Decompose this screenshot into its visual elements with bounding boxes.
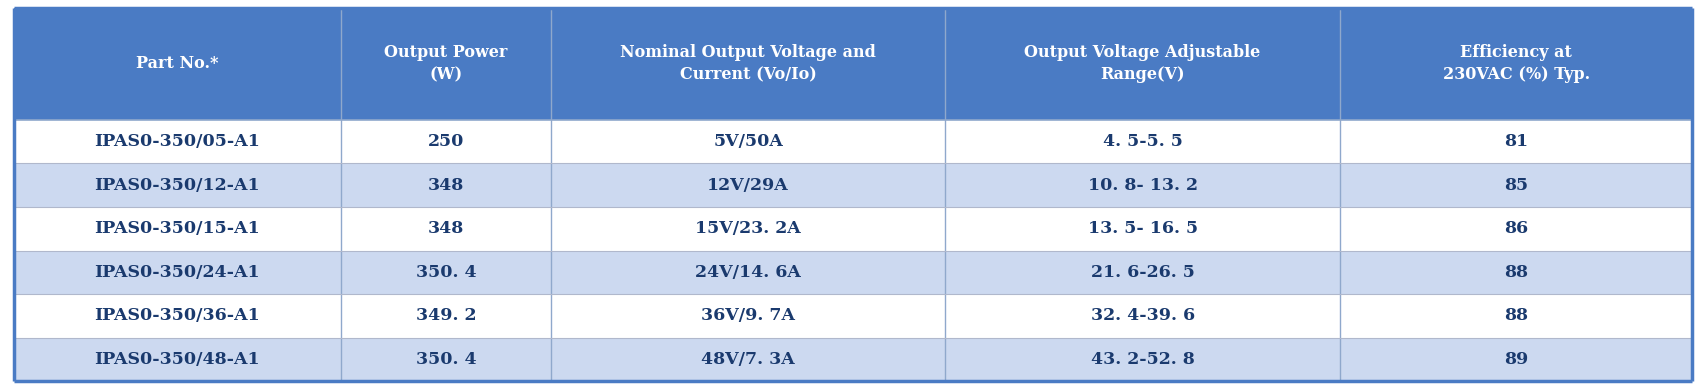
Text: IPAS0-350/24-A1: IPAS0-350/24-A1 [94,264,259,281]
Text: 15V/23. 2A: 15V/23. 2A [696,220,800,237]
Text: 21. 6-26. 5: 21. 6-26. 5 [1089,264,1194,281]
Bar [14,163,1691,207]
Text: 4. 5-5. 5: 4. 5-5. 5 [1101,133,1182,150]
Text: 24V/14. 6A: 24V/14. 6A [694,264,801,281]
Text: IPAS0-350/36-A1: IPAS0-350/36-A1 [94,307,261,324]
Text: IPAS0-350/48-A1: IPAS0-350/48-A1 [94,351,259,368]
Text: 10. 8- 13. 2: 10. 8- 13. 2 [1088,177,1197,194]
Text: 349. 2: 349. 2 [416,307,476,324]
Text: 32. 4-39. 6: 32. 4-39. 6 [1089,307,1194,324]
Text: 86: 86 [1504,220,1528,237]
Text: 88: 88 [1504,307,1528,324]
Text: Output Voltage Adjustable
Range(V): Output Voltage Adjustable Range(V) [1023,44,1260,83]
Text: 348: 348 [428,177,464,194]
Text: 85: 85 [1504,177,1528,194]
Text: 250: 250 [428,133,464,150]
Text: IPAS0-350/05-A1: IPAS0-350/05-A1 [94,133,261,150]
Text: 48V/7. 3A: 48V/7. 3A [701,351,795,368]
Text: Output Power
(W): Output Power (W) [384,44,508,83]
Bar [14,251,1691,294]
Bar [14,294,1691,338]
Text: 12V/29A: 12V/29A [708,177,788,194]
Bar [14,120,1691,163]
Text: Nominal Output Voltage and
Current (Vo/Io): Nominal Output Voltage and Current (Vo/I… [621,44,875,83]
Text: Part No.*: Part No.* [136,55,218,72]
Text: 350. 4: 350. 4 [416,351,476,368]
Text: 36V/9. 7A: 36V/9. 7A [701,307,795,324]
Text: 43. 2-52. 8: 43. 2-52. 8 [1089,351,1194,368]
Text: Efficiency at
230VAC (%) Typ.: Efficiency at 230VAC (%) Typ. [1442,44,1589,83]
Text: IPAS0-350/12-A1: IPAS0-350/12-A1 [94,177,259,194]
Text: 13. 5- 16. 5: 13. 5- 16. 5 [1086,220,1197,237]
Text: 350. 4: 350. 4 [416,264,476,281]
Text: 89: 89 [1504,351,1528,368]
Text: 5V/50A: 5V/50A [713,133,783,150]
Text: IPAS0-350/15-A1: IPAS0-350/15-A1 [94,220,261,237]
Text: 348: 348 [428,220,464,237]
Bar [14,8,1691,120]
Text: 81: 81 [1504,133,1528,150]
Bar [14,338,1691,381]
Bar [14,207,1691,251]
Text: 88: 88 [1504,264,1528,281]
